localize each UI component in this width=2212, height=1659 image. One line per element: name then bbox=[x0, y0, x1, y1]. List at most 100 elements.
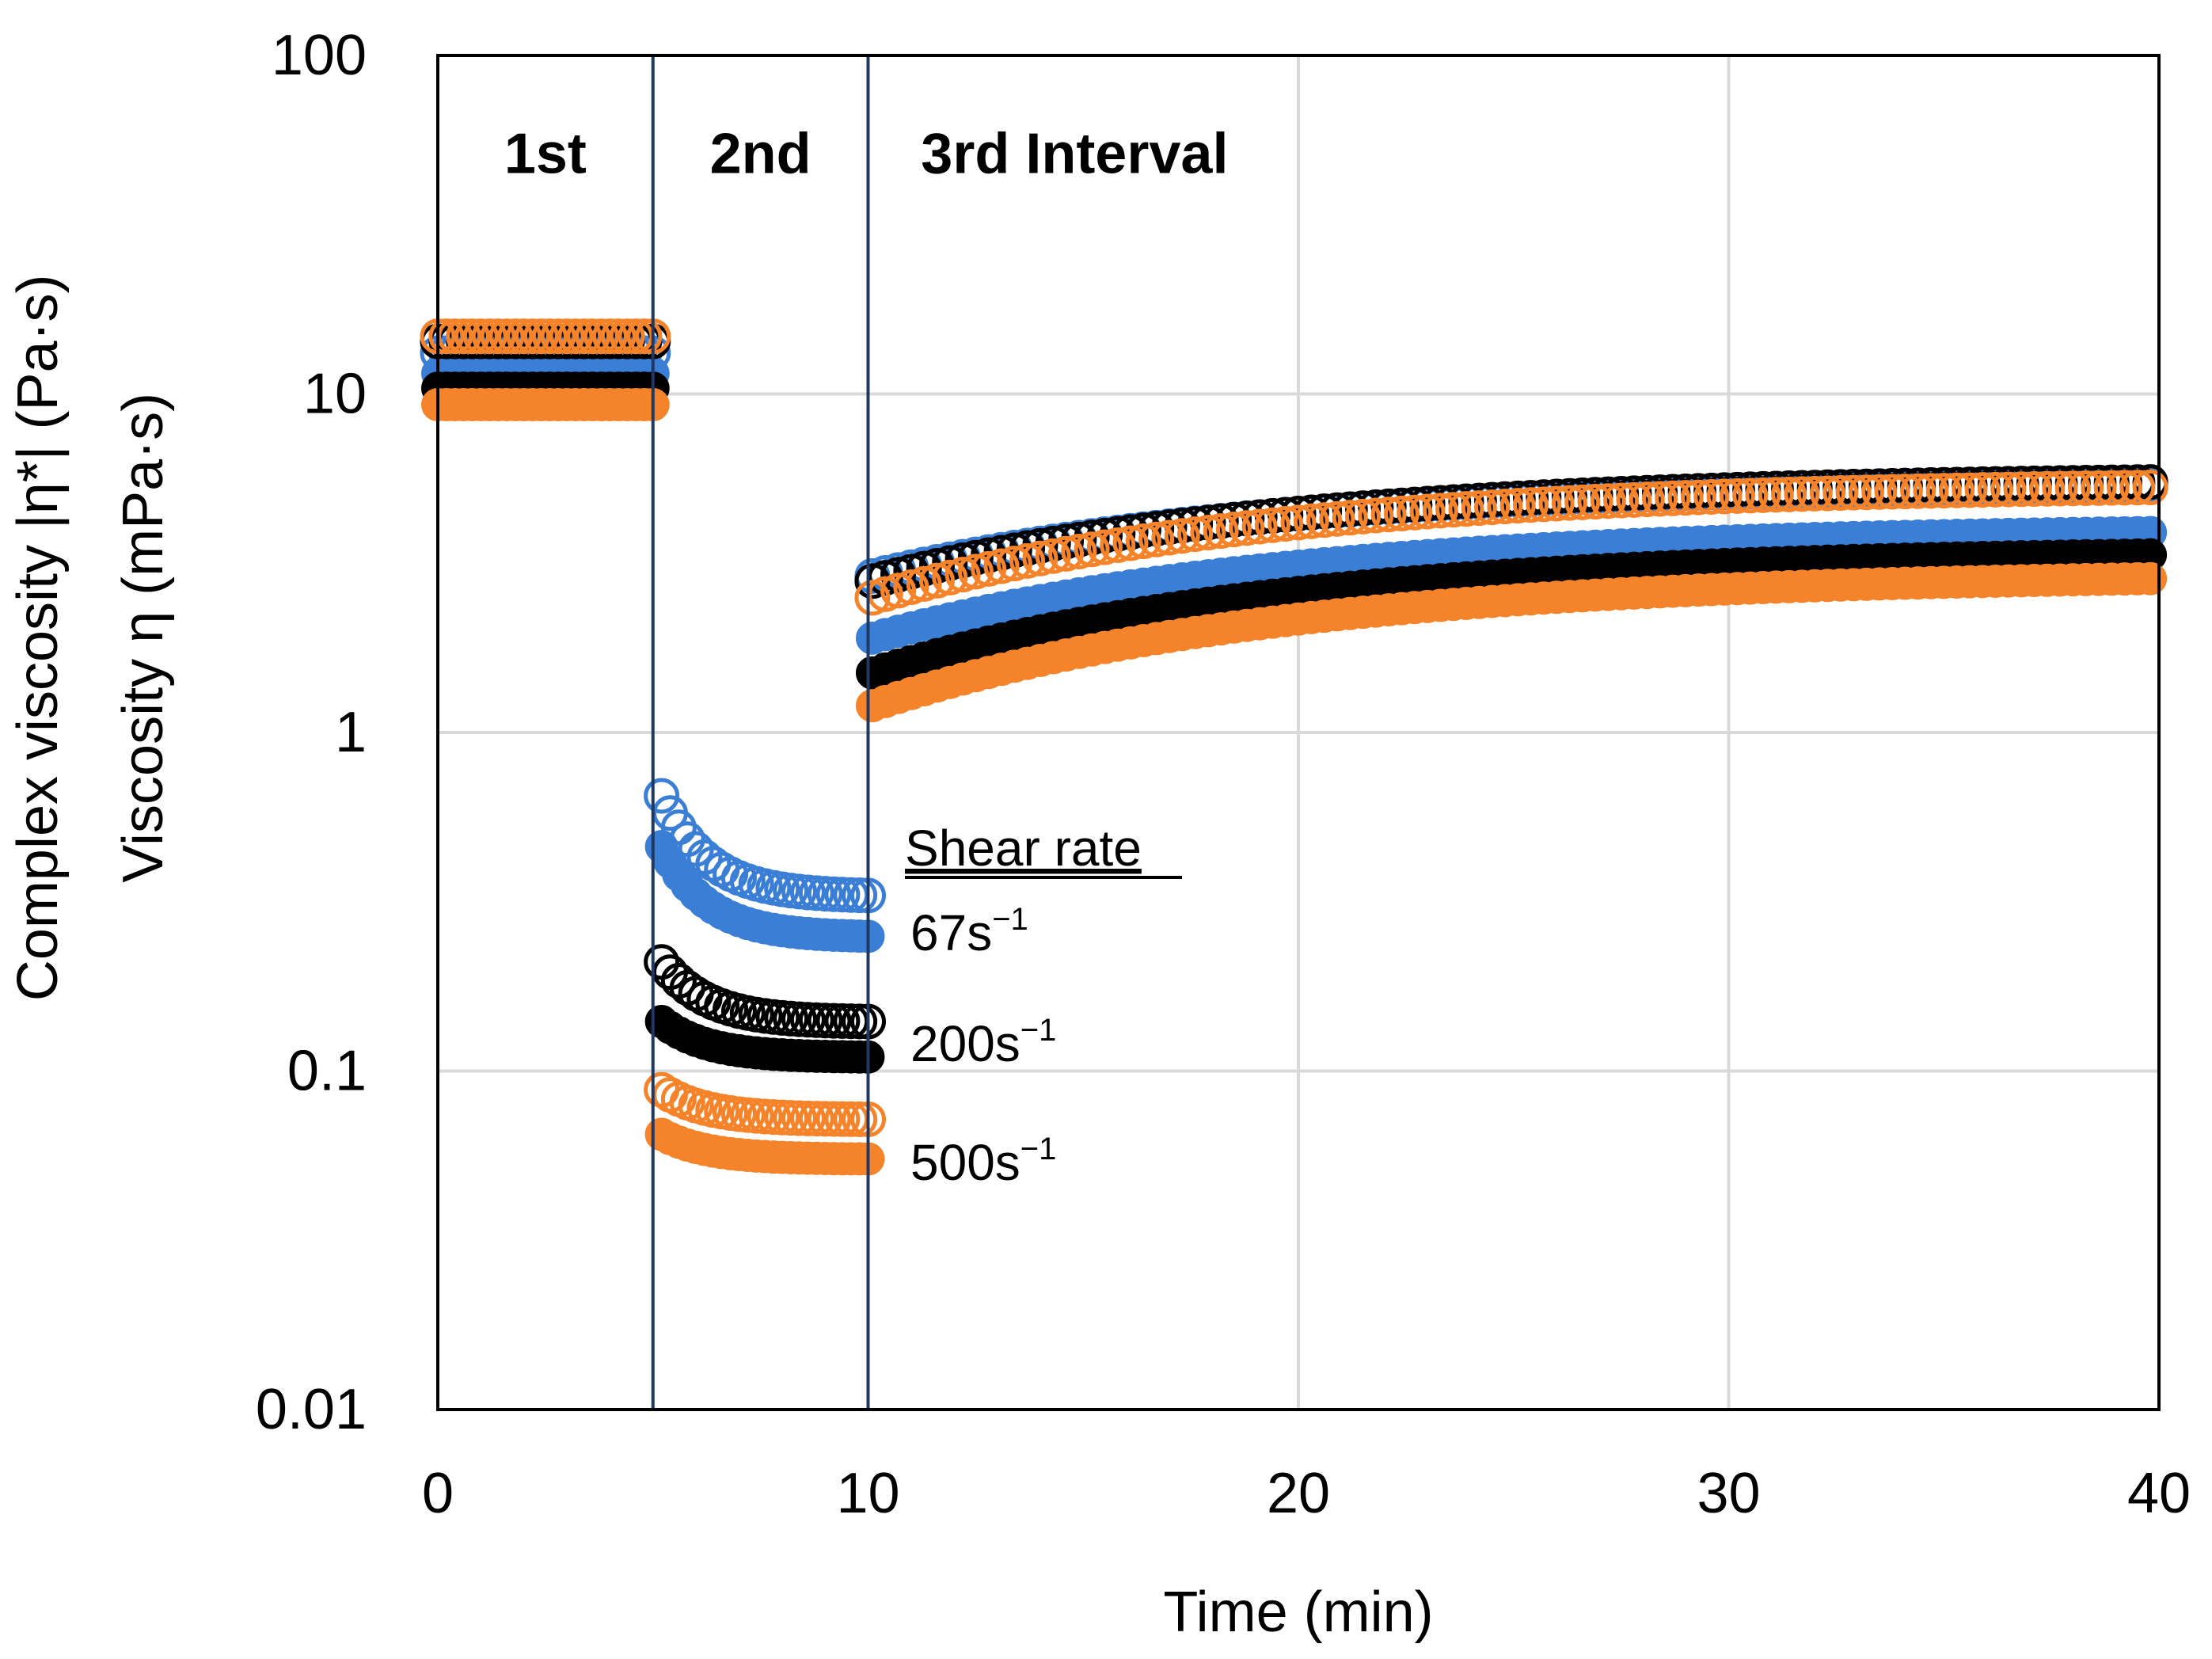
data-point bbox=[1642, 481, 1678, 517]
data-point bbox=[1758, 477, 1794, 513]
data-point bbox=[540, 318, 576, 355]
data-point bbox=[1215, 512, 1252, 548]
y-tick-label: 0.1 bbox=[287, 1040, 367, 1103]
legend-entry-200: 200s−1 bbox=[910, 1013, 1056, 1072]
data-point bbox=[1203, 513, 1239, 550]
data-point bbox=[2068, 470, 2104, 507]
data-point bbox=[918, 562, 955, 599]
legend-title: Shear rate bbox=[905, 820, 1142, 877]
data-point bbox=[1577, 484, 1613, 520]
legend-entry-500-sup: −1 bbox=[1020, 1132, 1057, 1166]
data-point bbox=[1422, 493, 1458, 529]
data-point bbox=[626, 318, 663, 355]
data-point bbox=[1345, 498, 1382, 535]
data-point bbox=[1693, 478, 1730, 515]
data-point bbox=[1848, 474, 1884, 511]
data-point bbox=[1835, 474, 1872, 511]
data-point bbox=[446, 318, 482, 355]
data-point bbox=[906, 550, 942, 587]
data-point bbox=[1319, 500, 1355, 537]
data-point bbox=[1241, 508, 1278, 545]
data-point bbox=[1616, 481, 1652, 518]
data-point bbox=[906, 565, 942, 602]
y-tick-label: 100 bbox=[272, 24, 367, 87]
legend-entry-200-sup: −1 bbox=[1020, 1013, 1057, 1048]
data-point bbox=[996, 546, 1032, 582]
data-point bbox=[1370, 497, 1407, 533]
data-point bbox=[660, 809, 697, 846]
data-point bbox=[1732, 478, 1769, 514]
interval-label: 1st bbox=[504, 122, 587, 185]
x-axis-title: Time (min) bbox=[1163, 1581, 1433, 1644]
data-point bbox=[854, 563, 891, 599]
data-point bbox=[2042, 470, 2078, 507]
data-point bbox=[1409, 493, 1446, 530]
interval-label: 3rd Interval bbox=[921, 122, 1228, 185]
data-point bbox=[549, 318, 585, 355]
interval-label: 2nd bbox=[710, 122, 811, 185]
data-point bbox=[1551, 485, 1587, 521]
data-point bbox=[454, 318, 490, 355]
data-point bbox=[1332, 500, 1368, 536]
data-point bbox=[944, 557, 981, 593]
data-point bbox=[1939, 472, 1975, 508]
data-point bbox=[1745, 477, 1781, 513]
data-point bbox=[1526, 486, 1562, 523]
data-point bbox=[893, 554, 929, 590]
y-tick-label: 10 bbox=[303, 363, 367, 426]
data-point bbox=[880, 557, 917, 593]
data-point bbox=[515, 318, 551, 355]
data-point bbox=[1397, 494, 1433, 531]
data-point bbox=[1383, 495, 1420, 531]
data-point bbox=[471, 318, 507, 355]
data-point bbox=[880, 573, 917, 609]
gridlines bbox=[438, 55, 2159, 1410]
data-point bbox=[1952, 472, 1988, 508]
y-tick-label: 1 bbox=[335, 701, 367, 764]
data-point bbox=[1009, 542, 1046, 579]
data-point bbox=[428, 318, 465, 355]
data-point bbox=[1048, 535, 1085, 572]
legend-entry-200-base: 200s bbox=[910, 1015, 1020, 1072]
y-axis-title-complex: Complex viscosity |η*| (Pa·s) bbox=[6, 274, 70, 1001]
data-point bbox=[575, 318, 611, 355]
data-point bbox=[1268, 505, 1304, 542]
data-point bbox=[1771, 476, 1807, 512]
data-point bbox=[1448, 491, 1484, 527]
data-point bbox=[1138, 521, 1175, 557]
data-point bbox=[1977, 471, 2013, 508]
data-point bbox=[1461, 490, 1497, 527]
data-point bbox=[531, 318, 568, 355]
data-point bbox=[1125, 523, 1161, 560]
data-point bbox=[842, 1101, 878, 1137]
data-point bbox=[2054, 470, 2091, 507]
data-point bbox=[1603, 482, 1640, 519]
interval-boundaries bbox=[651, 55, 870, 1410]
data-point bbox=[644, 778, 680, 814]
data-point bbox=[2132, 470, 2168, 506]
data-point bbox=[1629, 481, 1665, 518]
data-point bbox=[1074, 531, 1110, 568]
legend: Shear rate 67s−1 200s−1 500s−1 bbox=[905, 820, 1182, 1191]
legend-entry-67-sup: −1 bbox=[992, 902, 1028, 937]
data-point bbox=[1474, 489, 1511, 526]
data-point bbox=[1990, 471, 2027, 508]
data-point bbox=[1512, 487, 1549, 523]
legend-entry-67-base: 67s bbox=[910, 904, 992, 961]
data-point bbox=[1913, 473, 1949, 509]
data-point bbox=[583, 318, 620, 355]
data-point bbox=[1164, 518, 1200, 554]
data-point bbox=[1667, 480, 1704, 516]
data-point bbox=[2093, 470, 2130, 506]
legend-entry-67: 67s−1 bbox=[910, 902, 1028, 961]
data-point bbox=[1487, 489, 1523, 525]
data-point bbox=[1590, 483, 1626, 519]
data-point bbox=[488, 318, 525, 355]
data-point bbox=[609, 318, 645, 355]
data-point bbox=[971, 550, 1007, 587]
plot-frame bbox=[436, 54, 2161, 1411]
data-point bbox=[798, 1101, 834, 1137]
y-tick-label: 0.01 bbox=[256, 1378, 367, 1441]
x-tick-label: 30 bbox=[1697, 1462, 1760, 1525]
data-point bbox=[824, 1003, 861, 1039]
